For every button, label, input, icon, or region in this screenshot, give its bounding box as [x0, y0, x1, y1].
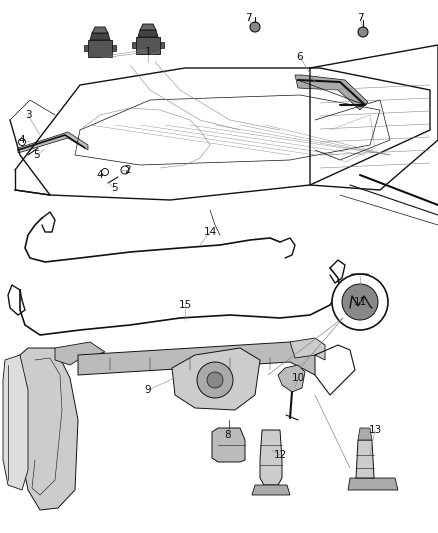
Polygon shape	[356, 440, 374, 478]
Polygon shape	[15, 348, 78, 510]
Circle shape	[197, 362, 233, 398]
Text: 7: 7	[357, 13, 363, 23]
Polygon shape	[18, 132, 88, 153]
Polygon shape	[55, 342, 105, 365]
Circle shape	[342, 284, 378, 320]
Text: 4: 4	[97, 170, 103, 180]
Polygon shape	[172, 348, 260, 410]
Text: 10: 10	[291, 373, 304, 383]
Text: 1: 1	[145, 47, 151, 57]
Text: 7: 7	[245, 13, 251, 23]
Polygon shape	[112, 45, 116, 51]
Polygon shape	[278, 365, 305, 392]
Polygon shape	[3, 355, 28, 490]
Polygon shape	[132, 42, 136, 48]
Polygon shape	[136, 37, 160, 54]
Polygon shape	[348, 478, 398, 490]
Text: 5: 5	[111, 183, 117, 193]
Polygon shape	[84, 45, 88, 51]
Text: 14: 14	[203, 227, 217, 237]
Circle shape	[250, 22, 260, 32]
Polygon shape	[78, 342, 315, 375]
Polygon shape	[88, 40, 112, 57]
Text: 11: 11	[353, 297, 367, 307]
Text: 8: 8	[225, 430, 231, 440]
Text: 15: 15	[178, 300, 192, 310]
Circle shape	[207, 372, 223, 388]
Text: 2: 2	[125, 165, 131, 175]
Polygon shape	[290, 338, 325, 360]
Polygon shape	[295, 75, 368, 110]
Text: 4: 4	[19, 135, 25, 145]
Circle shape	[332, 274, 388, 330]
Polygon shape	[90, 33, 110, 40]
Polygon shape	[138, 30, 158, 37]
Text: 3: 3	[25, 110, 31, 120]
Text: 9: 9	[145, 385, 151, 395]
Text: 12: 12	[273, 450, 286, 460]
Text: 5: 5	[33, 150, 39, 160]
Circle shape	[358, 27, 368, 37]
Polygon shape	[92, 27, 108, 33]
Polygon shape	[358, 428, 372, 440]
Text: 6: 6	[297, 52, 303, 62]
Polygon shape	[160, 42, 164, 48]
Polygon shape	[348, 274, 372, 285]
Polygon shape	[140, 24, 156, 30]
Polygon shape	[252, 485, 290, 495]
Polygon shape	[212, 428, 245, 462]
Text: 13: 13	[368, 425, 381, 435]
Polygon shape	[260, 430, 282, 485]
